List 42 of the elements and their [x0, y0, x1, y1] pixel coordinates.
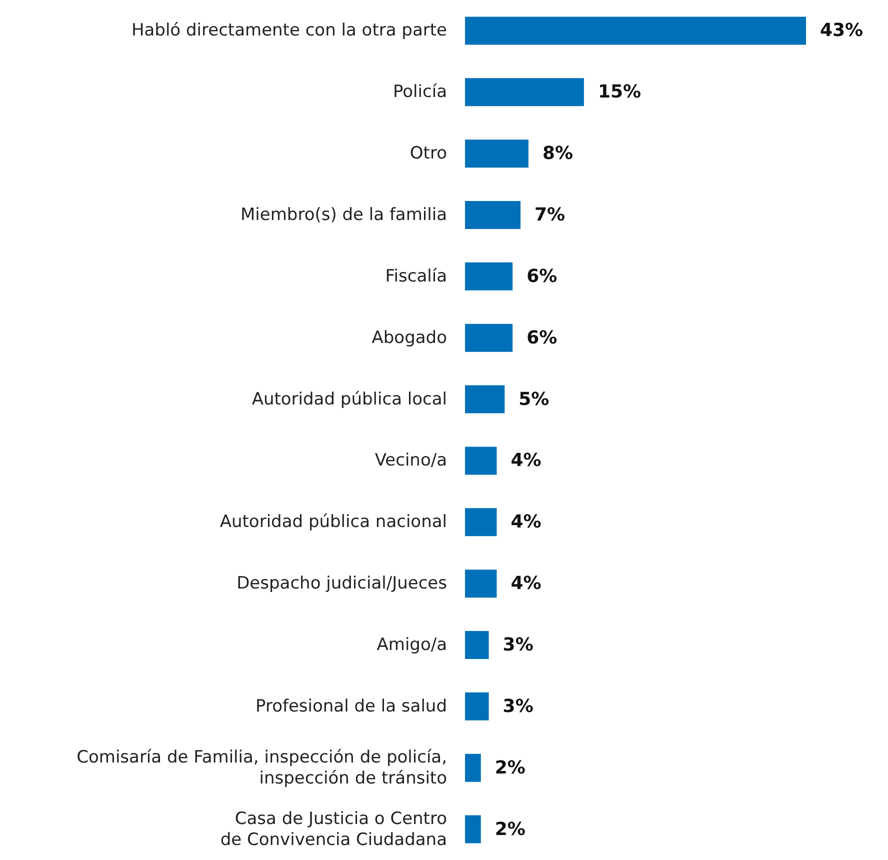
bar: [465, 78, 584, 106]
data-label: 8%: [542, 143, 574, 164]
bar: [465, 385, 505, 414]
y-tick-label: Otro: [410, 144, 447, 164]
y-tick-label: Policía: [393, 82, 447, 102]
y-tick-label: Miembro(s) de la familia: [240, 205, 447, 225]
data-label: 7%: [534, 204, 566, 226]
y-tick-label: Abogado: [372, 328, 447, 348]
bar: [465, 508, 497, 536]
data-label: 6%: [526, 327, 558, 348]
data-label: 4%: [510, 450, 542, 472]
y-tick-label: Comisaría de Familia, inspección de policía, inspección de tránsito: [76, 747, 447, 788]
data-label: 2%: [494, 818, 526, 840]
bar: [465, 201, 521, 229]
y-tick-label: Vecino/a: [374, 450, 447, 471]
data-label: 4%: [510, 512, 542, 533]
bar: [465, 631, 489, 659]
y-tick-label: Autoridad pública nacional: [220, 512, 447, 532]
bar: [465, 754, 481, 782]
y-tick-label: Fiscalía: [385, 266, 447, 286]
data-label: 43%: [820, 20, 864, 42]
y-tick-label: Amigo/a: [376, 635, 447, 655]
bar: [465, 570, 497, 598]
bar: [465, 140, 528, 168]
data-label: 2%: [494, 757, 526, 778]
data-label: 3%: [502, 634, 534, 656]
y-tick-label: Despacho judicial/Jueces: [236, 574, 448, 594]
bar: [465, 16, 806, 45]
y-tick-label: Profesional de la salud: [256, 696, 447, 716]
y-tick-label: Habló directamente con la otra parte: [131, 20, 447, 41]
bar: [465, 815, 481, 844]
bar: [465, 692, 489, 720]
bar: [465, 446, 497, 475]
data-label: 5%: [518, 388, 550, 410]
data-label: 4%: [510, 573, 542, 594]
y-tick-label: Autoridad pública local: [252, 389, 447, 410]
data-label: 15%: [598, 82, 642, 103]
bar: [465, 262, 513, 290]
y-tick-label: Casa de Justicia o Centro de Convivencia Ciudadana: [220, 808, 447, 850]
bar: [465, 324, 513, 352]
data-label: 6%: [526, 266, 558, 287]
data-label: 3%: [502, 696, 534, 717]
